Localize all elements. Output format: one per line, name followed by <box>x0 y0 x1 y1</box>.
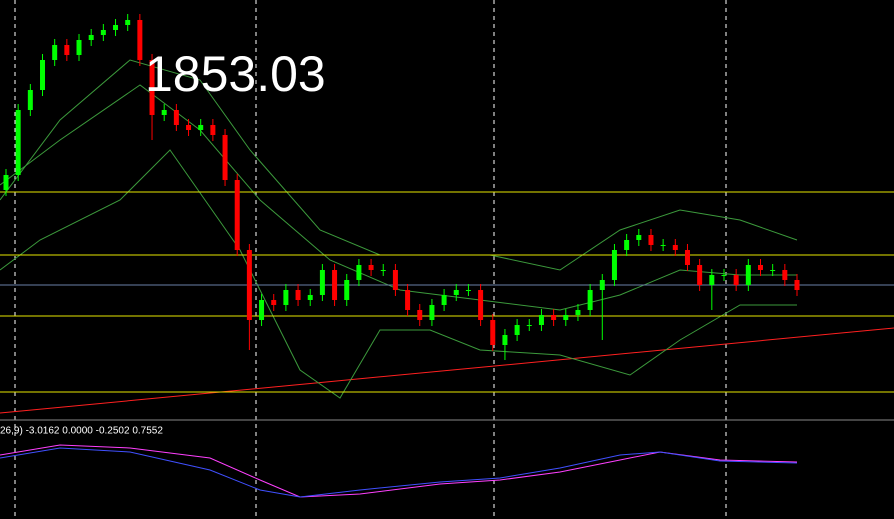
candle-body <box>453 290 459 295</box>
candle-body <box>64 45 70 55</box>
candle-body <box>198 125 204 130</box>
candle-body <box>283 290 289 305</box>
candle-body <box>538 315 544 325</box>
candle-body <box>295 290 301 300</box>
candle-body <box>113 25 119 30</box>
candle-body <box>514 325 520 335</box>
candle-body <box>624 240 630 250</box>
separators <box>14 0 727 519</box>
candle-body <box>356 265 362 280</box>
candle-body <box>563 315 569 320</box>
candle-body <box>575 310 581 315</box>
candle-body <box>392 270 398 290</box>
candle-body <box>380 270 386 271</box>
candle-body <box>551 315 557 320</box>
candle-body <box>599 280 605 290</box>
candle-body <box>684 250 690 265</box>
candle-body <box>137 20 143 60</box>
candle-body <box>611 250 617 280</box>
candle-body <box>88 35 94 40</box>
candle-body <box>125 20 131 25</box>
candle-body <box>672 245 678 250</box>
candle-body <box>782 270 788 280</box>
candle-body <box>587 290 593 310</box>
candle-body <box>405 290 411 310</box>
candle-body <box>222 135 228 180</box>
candle-body <box>697 265 703 285</box>
candle-body <box>186 125 192 130</box>
candle-body <box>745 265 751 285</box>
candle-body <box>636 235 642 240</box>
candle-body <box>526 325 532 326</box>
candle-body <box>210 125 216 135</box>
candle-body <box>271 300 277 305</box>
candle-body <box>465 290 471 291</box>
candle-body <box>660 245 666 246</box>
macd <box>0 444 798 498</box>
candle-body <box>173 110 179 125</box>
candle-body <box>429 305 435 320</box>
candle-body <box>246 250 252 320</box>
candle-body <box>770 270 776 271</box>
bollinger-bands <box>0 59 798 399</box>
candle-body <box>100 30 106 35</box>
candle-body <box>234 180 240 250</box>
candle-body <box>417 310 423 320</box>
candle-body <box>344 280 350 300</box>
candle-body <box>478 290 484 320</box>
candle-body <box>794 280 800 290</box>
candle-body <box>307 295 313 300</box>
candle-body <box>161 110 167 115</box>
candle-body <box>441 295 447 305</box>
candle-body <box>259 300 265 320</box>
candle-body <box>40 60 46 90</box>
candle-body <box>721 275 727 276</box>
price-annotation: 1853.03 <box>145 46 326 102</box>
candle-body <box>3 175 9 190</box>
candle-body <box>15 110 21 175</box>
candle-body <box>648 235 654 245</box>
candle-body <box>149 60 155 115</box>
candle-body <box>332 270 338 300</box>
candle-body <box>319 270 325 295</box>
indicator-label: 26,9) -3.0162 0.0000 -0.2502 0.7552 <box>0 426 163 437</box>
candle-body <box>27 90 33 110</box>
candle-body <box>709 275 715 285</box>
candle-body <box>490 320 496 345</box>
candle-body <box>733 275 739 285</box>
candle-body <box>368 265 374 270</box>
candle-body <box>76 40 82 55</box>
candle-body <box>757 265 763 270</box>
candle-body <box>502 335 508 345</box>
candle-body <box>52 45 58 60</box>
trend-line <box>0 327 894 414</box>
